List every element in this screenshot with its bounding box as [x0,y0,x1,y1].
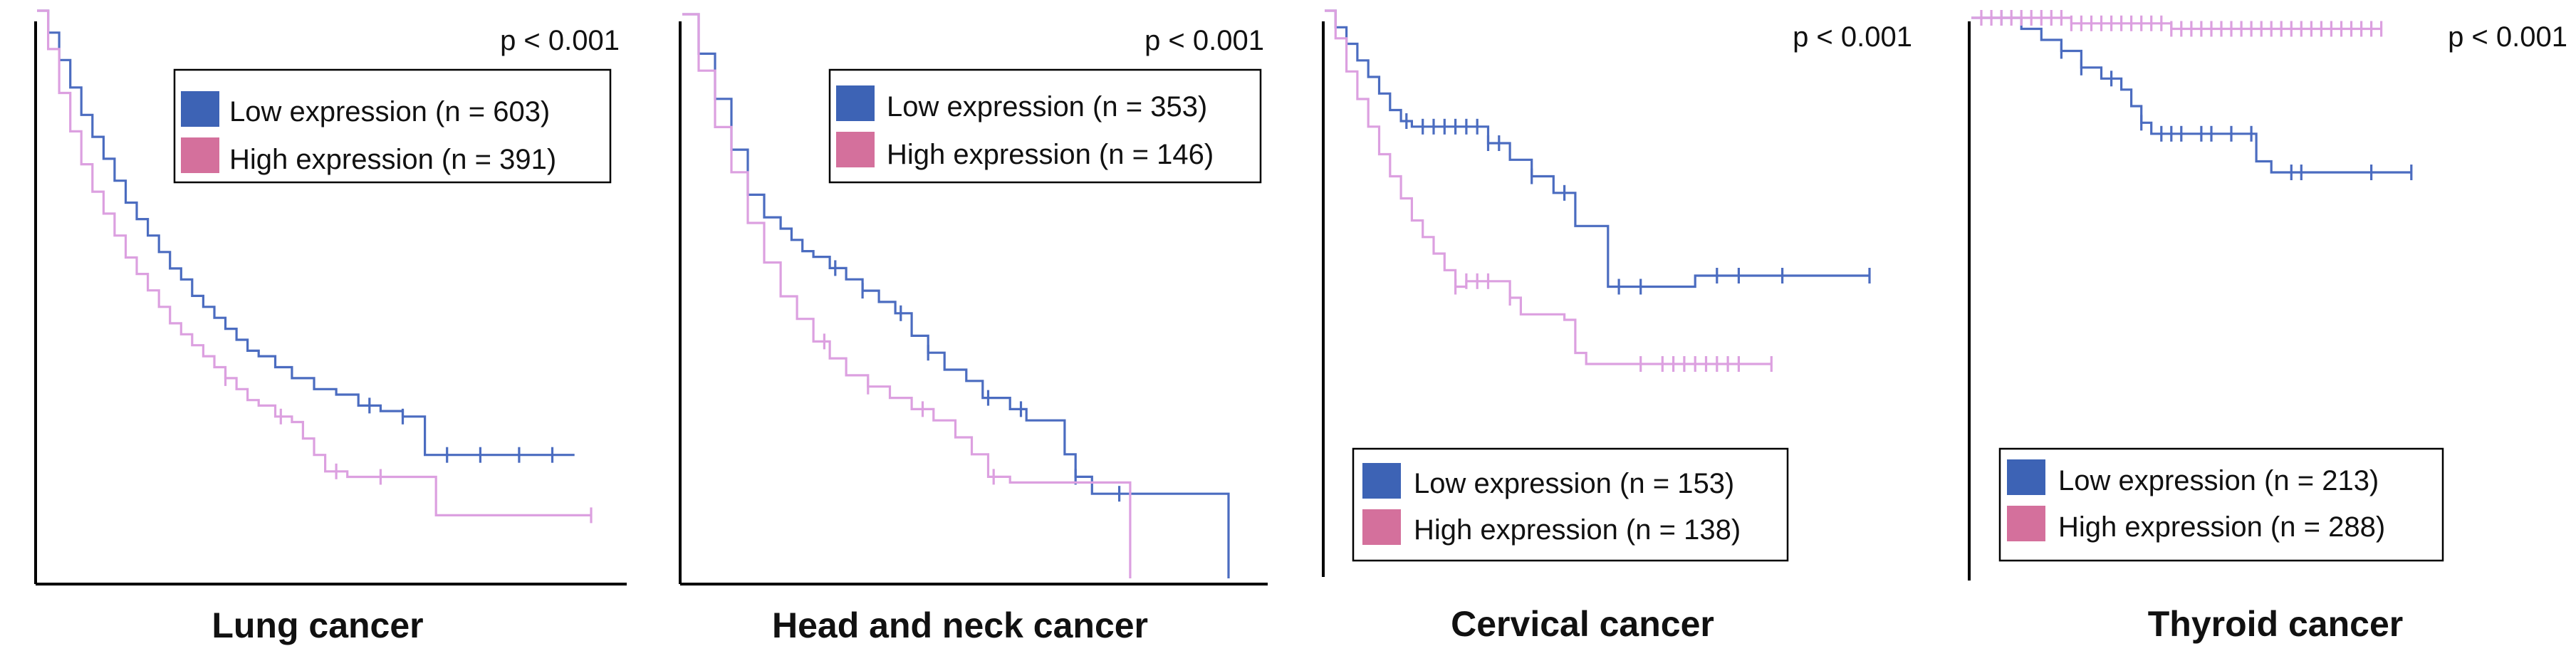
legend-label-high: High expression (n = 138) [1414,514,1741,546]
legend-label-low: Low expression (n = 353) [887,91,1207,123]
panel-title: Lung cancer [212,605,423,645]
legend-label-low: Low expression (n = 213) [2058,465,2379,496]
p-value-label: p < 0.001 [2448,21,2567,53]
legend-swatch-high [2007,506,2045,541]
survival-curve-low [1325,9,1870,288]
panel-head-and-neck-cancer: p < 0.001 Low expression (n = 353) High … [679,13,1268,645]
survival-curve-low [682,13,1230,578]
legend-swatch-low [181,91,219,127]
panel-thyroid-cancer: p < 0.001 Low expression (n = 213) High … [1968,10,2567,644]
panel-cervical-cancer: p < 0.001 Low expression (n = 153) High … [1322,9,1912,644]
legend-swatch-high [836,132,875,167]
legend: Low expression (n = 353) High expression… [828,68,1262,184]
survival-curve-high [682,13,1132,578]
legend-swatch-low [2007,459,2045,495]
legend-swatch-low [836,85,875,121]
legend-swatch-low [1362,463,1401,499]
survival-curve-low [1971,16,2411,174]
legend-box [1352,447,1789,562]
legend-box [828,68,1262,184]
legend-label-high: High expression (n = 146) [887,139,1214,170]
panel-lung-cancer: p < 0.001 Low expression (n = 603) High … [34,9,627,645]
legend: Low expression (n = 213) High expression… [1998,447,2444,562]
legend-box [173,68,612,184]
survival-curve-high [1971,16,2382,31]
legend-swatch-high [1362,509,1401,545]
p-value-label: p < 0.001 [1144,25,1264,56]
legend-label-high: High expression (n = 391) [229,144,556,175]
survival-curve-high [1325,9,1772,365]
legend-swatch-high [181,137,219,173]
panel-title: Head and neck cancer [772,605,1148,645]
p-value-label: p < 0.001 [1793,21,1912,53]
p-value-label: p < 0.001 [500,25,620,56]
legend: Low expression (n = 603) High expression… [173,68,612,184]
panel-title: Thyroid cancer [2148,604,2403,644]
legend-label-low: Low expression (n = 603) [229,96,550,127]
panel-title: Cervical cancer [1451,604,1714,644]
survival-curve-low [37,9,575,457]
legend-box [1998,447,2444,562]
legend: Low expression (n = 153) High expression… [1352,447,1789,562]
legend-label-low: Low expression (n = 153) [1414,468,1734,499]
legend-label-high: High expression (n = 288) [2058,511,2385,543]
survival-curve-high [37,9,591,516]
